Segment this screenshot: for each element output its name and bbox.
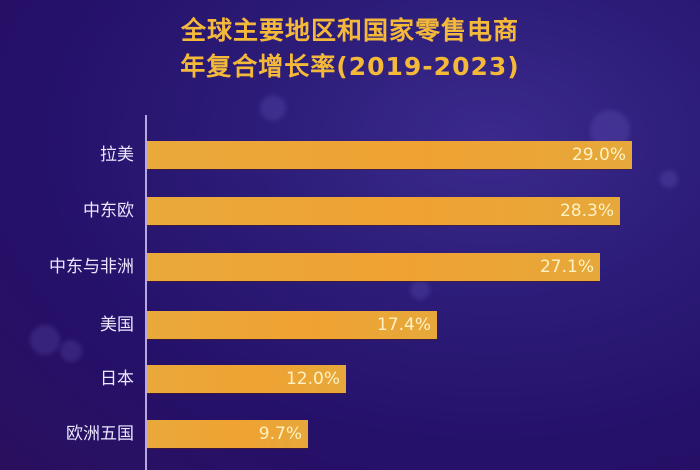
bar-row: 日本 12.0%: [0, 365, 700, 393]
bokeh-dot: [260, 95, 286, 121]
value-label: 29.0%: [571, 145, 626, 165]
bar: 9.7%: [147, 420, 308, 448]
chart-title-line-1: 全球主要地区和国家零售电商: [180, 16, 519, 45]
chart-title-line-2: 年复合增长率(2019-2023): [180, 52, 520, 81]
bar-row: 中东欧 28.3%: [0, 197, 700, 225]
category-label: 美国: [100, 315, 134, 335]
category-label: 中东与非洲: [49, 257, 134, 277]
value-label: 9.7%: [258, 424, 302, 444]
bokeh-dot: [410, 280, 430, 300]
bar-row: 美国 17.4%: [0, 311, 700, 339]
bar: 12.0%: [147, 365, 346, 393]
bar: 27.1%: [147, 253, 600, 281]
bar-row: 中东与非洲 27.1%: [0, 253, 700, 281]
bokeh-dot: [30, 325, 60, 355]
bar-row: 拉美 29.0%: [0, 141, 700, 169]
category-label: 中东欧: [83, 201, 134, 221]
bar: 28.3%: [147, 197, 620, 225]
category-label: 欧洲五国: [66, 424, 134, 444]
y-axis-line: [145, 115, 147, 470]
value-label: 28.3%: [559, 201, 614, 221]
value-label: 27.1%: [539, 257, 594, 277]
bokeh-dot: [660, 170, 678, 188]
bar: 17.4%: [147, 311, 437, 339]
category-label: 日本: [100, 369, 134, 389]
value-label: 17.4%: [376, 315, 431, 335]
bar-row: 欧洲五国 9.7%: [0, 420, 700, 448]
bokeh-dot: [60, 340, 82, 362]
bar: 29.0%: [147, 141, 632, 169]
category-label: 拉美: [100, 145, 134, 165]
value-label: 12.0%: [285, 369, 340, 389]
